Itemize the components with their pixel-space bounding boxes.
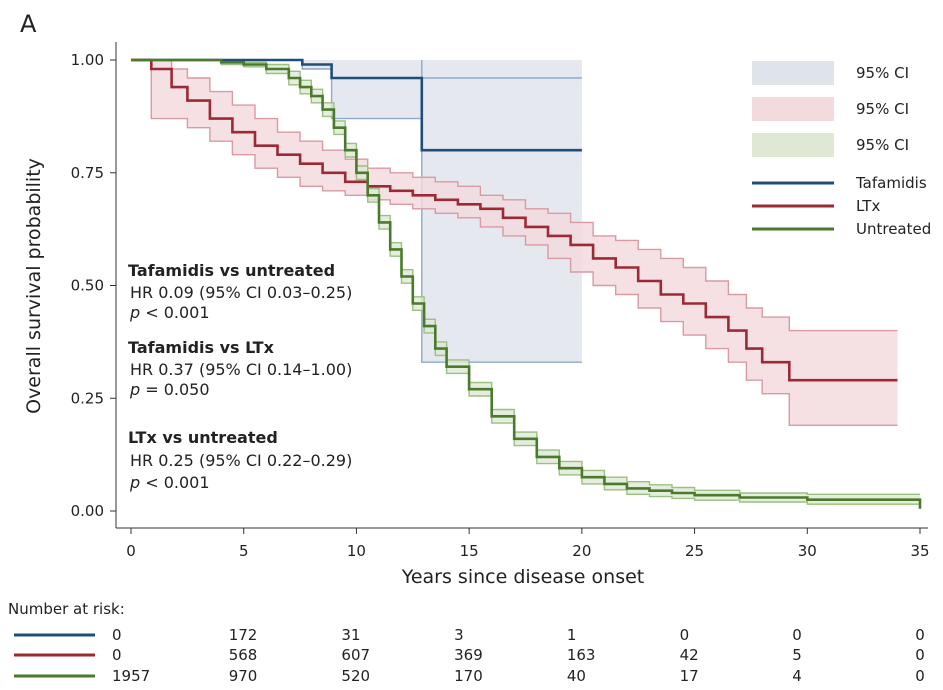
plot-area: 0.00 0.25 0.50 0.75 1.00 0 5 10 15 20 25 30 35: [71, 42, 930, 560]
x-tick-label: 20: [572, 542, 591, 560]
legend-ci-swatch-ltx: [752, 97, 834, 121]
y-tick-label: 0.25: [71, 389, 104, 407]
ci-band-ltx: [131, 60, 898, 426]
risk-cell: 568: [229, 646, 258, 664]
annotation-p: p < 0.001: [129, 303, 210, 322]
survival-line-tafamidis: [131, 58, 582, 152]
y-tick-label: 0.75: [71, 164, 104, 182]
risk-cell: 520: [341, 667, 370, 685]
x-tick-label: 25: [685, 542, 704, 560]
annotation-hr: HR 0.09 (95% CI 0.03–0.25): [130, 283, 352, 302]
legend: 95% CI 95% CI 95% CI Tafamidis LTx Untre…: [752, 61, 931, 238]
legend-ci-label: 95% CI: [856, 136, 909, 154]
risk-cell: 40: [567, 667, 586, 685]
risk-cell: 4: [792, 667, 802, 685]
annotation-p-value: < 0.001: [140, 473, 209, 492]
survival-line-ltx: [131, 58, 898, 382]
risk-cell: 1: [567, 626, 577, 644]
legend-line-label: LTx: [856, 197, 880, 215]
risk-cell: 0: [915, 646, 925, 664]
x-tick-label: 15: [460, 542, 479, 560]
risk-table-title: Number at risk:: [8, 600, 125, 618]
annotation-title: Tafamidis vs untreated: [128, 261, 335, 280]
annotation-title: LTx vs untreated: [128, 428, 278, 447]
panel-label: A: [20, 10, 37, 38]
x-tick-label: 35: [910, 542, 929, 560]
annotation-p: p = 0.050: [129, 380, 210, 399]
risk-cell: 0: [915, 667, 925, 685]
ci-band-tafamidis: [131, 60, 582, 363]
y-tick-label: 0.50: [71, 277, 104, 295]
risk-cell: 369: [454, 646, 483, 664]
risk-cell: 0: [915, 626, 925, 644]
legend-line-label: Untreated: [856, 220, 931, 238]
risk-cell: 1957: [112, 667, 150, 685]
risk-cell: 0: [112, 646, 122, 664]
risk-cell: 163: [567, 646, 596, 664]
risk-cell: 17: [680, 667, 699, 685]
x-tick-label: 10: [347, 542, 366, 560]
risk-cell: 0: [792, 626, 802, 644]
annotation-hr: HR 0.25 (95% CI 0.22–0.29): [130, 451, 352, 470]
ci-upper-ltx: [131, 59, 898, 332]
x-tick-label: 30: [798, 542, 817, 560]
risk-cell: 170: [454, 667, 483, 685]
risk-cell: 0: [112, 626, 122, 644]
risk-cell: 42: [680, 646, 699, 664]
x-axis-label: Years since disease onset: [401, 566, 644, 588]
annotation-p-symbol: p: [129, 473, 140, 492]
y-tick-label: 0.00: [71, 502, 104, 520]
legend-ci-swatch-tafamidis: [752, 61, 834, 85]
y-axis-label: Overall survival probability: [23, 158, 45, 414]
risk-cell: 5: [792, 646, 802, 664]
annotation-p-value: = 0.050: [140, 380, 209, 399]
x-tick-label: 0: [126, 542, 136, 560]
risk-cell: 172: [229, 626, 258, 644]
survival-line-untreated: [131, 58, 922, 509]
risk-cell: 607: [341, 646, 370, 664]
annotation-title: Tafamidis vs LTx: [128, 338, 275, 357]
risk-cell: 31: [341, 626, 360, 644]
legend-line-label: Tafamidis: [855, 174, 927, 192]
annotation-p-symbol: p: [129, 303, 140, 322]
y-tick-label: 1.00: [71, 51, 104, 69]
x-tick-label: 5: [239, 542, 249, 560]
risk-cell: 3: [454, 626, 464, 644]
risk-cell: 970: [229, 667, 258, 685]
annotation-p: p < 0.001: [129, 473, 210, 492]
risk-cell: 0: [680, 626, 690, 644]
annotation-p-value: < 0.001: [140, 303, 209, 322]
annotation-hr: HR 0.37 (95% CI 0.14–1.00): [130, 360, 352, 379]
annotations: Tafamidis vs untreated HR 0.09 (95% CI 0…: [128, 261, 352, 492]
legend-ci-label: 95% CI: [856, 100, 909, 118]
legend-ci-swatch-untreated: [752, 133, 834, 157]
annotation-p-symbol: p: [129, 380, 140, 399]
ci-lower-ltx: [131, 59, 898, 426]
legend-ci-label: 95% CI: [856, 64, 909, 82]
